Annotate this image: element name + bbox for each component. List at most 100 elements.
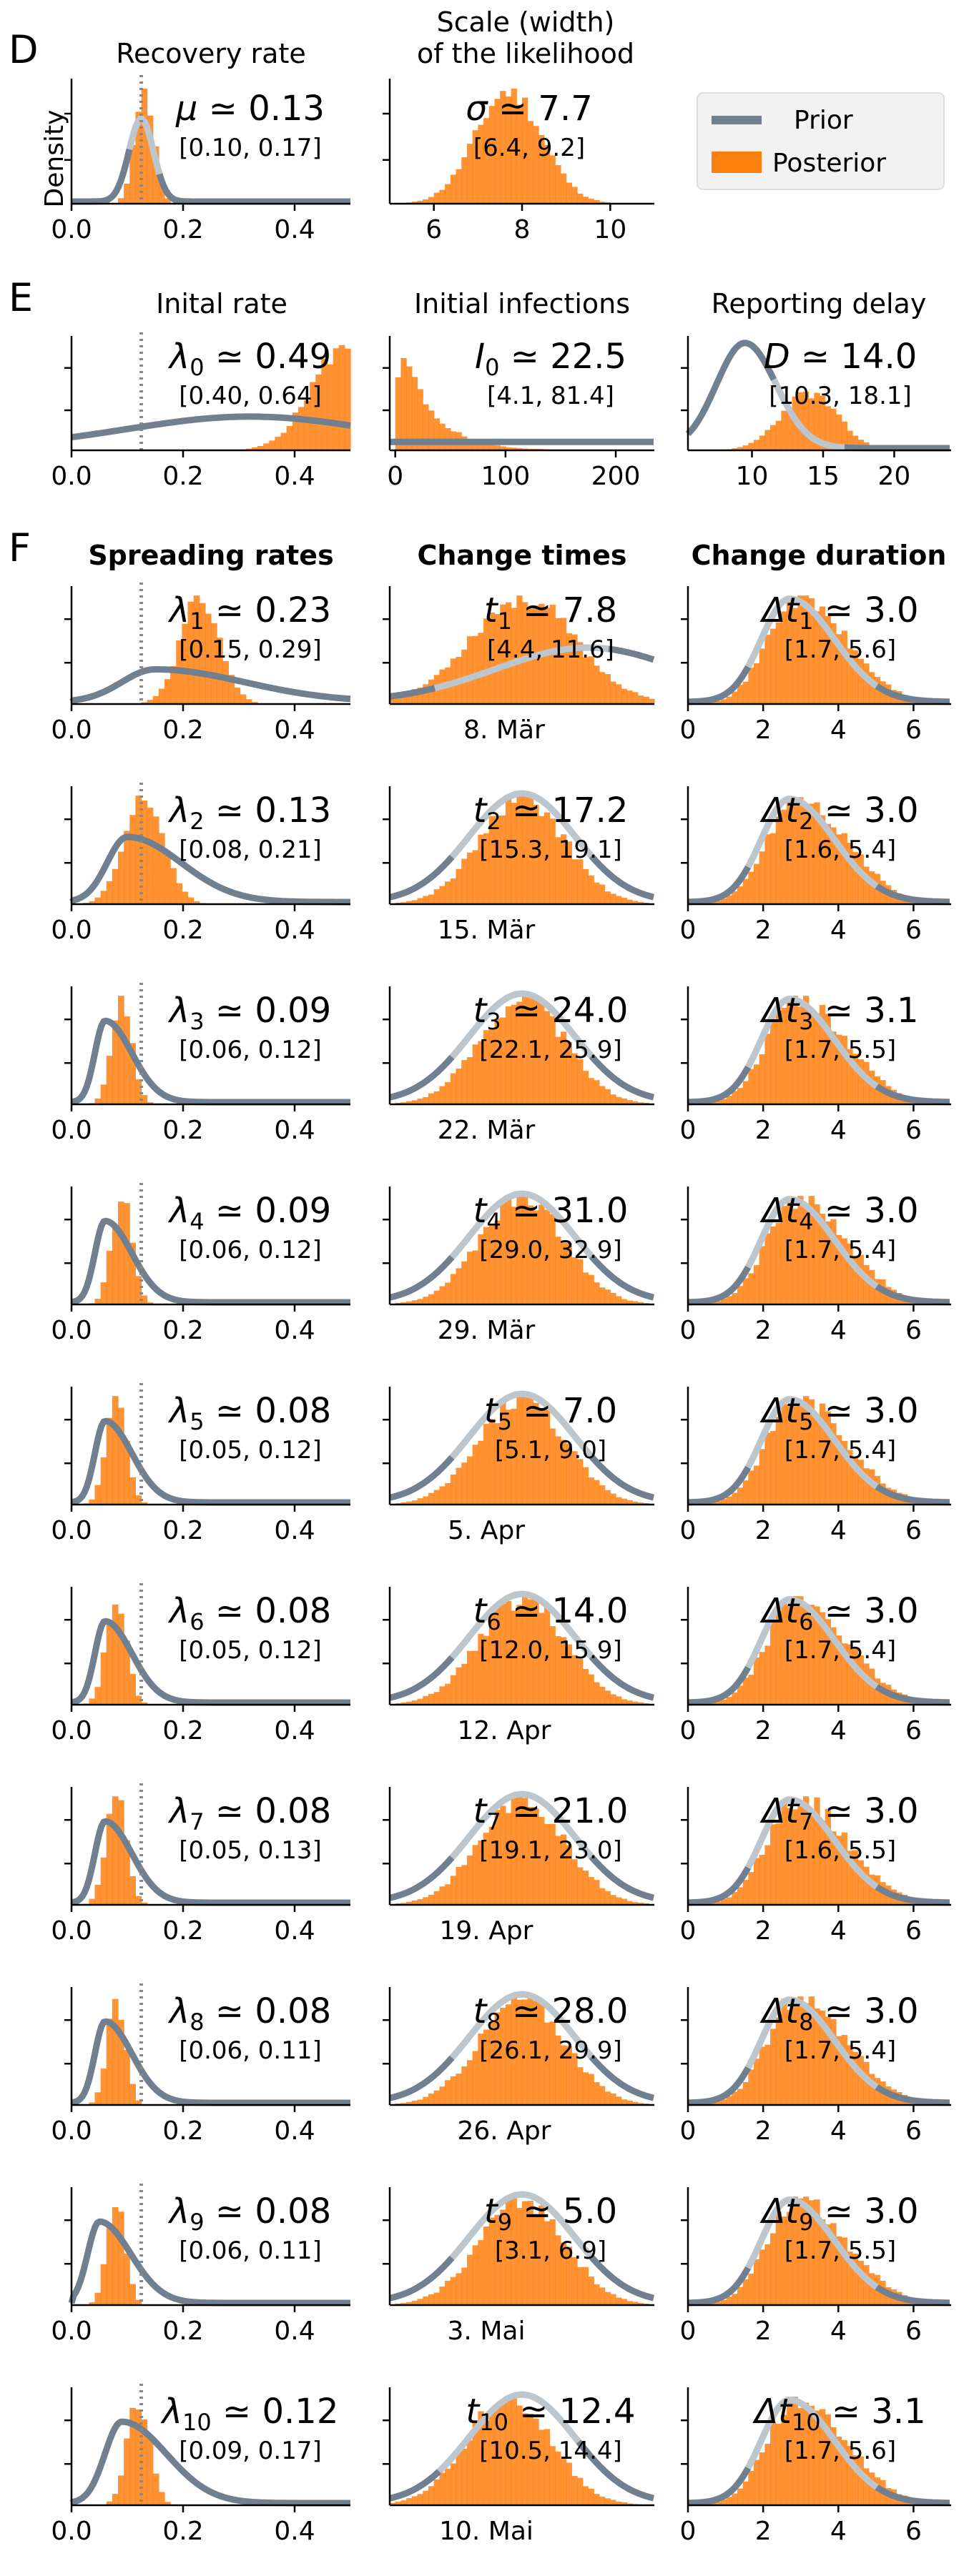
posterior-bar	[538, 2205, 545, 2305]
posterior-bar	[759, 1652, 765, 1705]
posterior-bar	[803, 391, 810, 450]
credible-interval: [1.7, 5.6]	[784, 2437, 896, 2465]
prior-curve	[68, 2218, 352, 2307]
posterior-bar	[417, 2299, 423, 2305]
x-tick-label: 2	[755, 1316, 772, 1345]
posterior-bar	[456, 1467, 462, 1505]
panel-recovery-rate: 0.0 0.2 0.4 Recovery rate μ ≃ 0.13 [0.10, 0.1…	[51, 38, 352, 244]
posterior-bar	[516, 1796, 523, 1905]
posterior-bar	[616, 2096, 622, 2105]
posterior-bar	[588, 2277, 594, 2305]
posterior-bar	[770, 1620, 777, 1705]
posterior-bar	[494, 2405, 501, 2505]
posterior-bar	[423, 1496, 429, 1505]
posterior-bar	[423, 2096, 429, 2105]
x-tick-label: 0	[680, 2116, 697, 2146]
posterior-bar	[135, 1695, 142, 1705]
posterior-bar	[543, 2429, 551, 2505]
posterior-bar	[147, 700, 154, 704]
posterior-bar	[770, 2233, 777, 2305]
posterior-bar	[770, 2028, 777, 2105]
posterior-bar	[775, 622, 782, 704]
posterior-bar	[610, 893, 616, 904]
posterior-bar	[588, 1674, 594, 1705]
x-tick-label: 6	[905, 1716, 922, 1745]
posterior-bar	[852, 435, 859, 450]
credible-interval: [0.05, 0.12]	[179, 1436, 322, 1465]
posterior-bar	[428, 1693, 435, 1705]
posterior-bar	[560, 2242, 567, 2305]
legend-prior-label: Prior	[794, 106, 853, 135]
posterior-bar	[726, 1095, 732, 1104]
posterior-bar	[433, 2292, 440, 2305]
x-tick-label: 2	[755, 1516, 772, 1545]
posterior-bar	[555, 1836, 561, 1905]
posterior-bar	[500, 604, 506, 704]
posterior-bar	[781, 1602, 787, 1705]
posterior-bar	[803, 1204, 810, 1304]
x-tick-label: 6	[905, 715, 922, 745]
posterior-bar	[825, 823, 831, 904]
posterior-bar	[478, 2240, 484, 2305]
posterior-bar	[599, 2086, 606, 2105]
posterior-bar	[737, 2287, 744, 2305]
posterior-bar	[797, 1996, 804, 2105]
posterior-bar	[500, 2403, 506, 2505]
posterior-bar	[577, 1658, 584, 1705]
posterior-bar	[852, 1850, 859, 1905]
posterior-bar	[164, 2502, 171, 2505]
posterior-bar	[472, 1044, 478, 1104]
posterior-bar	[626, 1901, 633, 1905]
posterior-bar	[808, 803, 815, 904]
posterior-bar	[715, 1700, 722, 1705]
posterior-bar	[787, 1605, 793, 1705]
posterior-bar	[852, 2253, 859, 2305]
posterior-bar	[456, 868, 462, 904]
posterior-bar	[770, 2422, 777, 2505]
posterior-bar	[599, 1287, 606, 1304]
posterior-bar	[511, 803, 517, 904]
posterior-bar	[488, 1028, 496, 1104]
posterior-bar	[566, 2046, 572, 2105]
posterior-bar	[445, 2468, 451, 2505]
posterior-bar	[494, 2012, 501, 2105]
credible-interval: [1.7, 5.5]	[784, 1036, 896, 1064]
posterior-bar	[825, 1411, 831, 1505]
x-tick-label: 0.0	[51, 715, 92, 745]
credible-interval: [4.4, 11.6]	[487, 635, 614, 664]
posterior-bar	[814, 1797, 820, 1905]
posterior-bar	[100, 1282, 107, 1304]
posterior-bar	[874, 1678, 880, 1705]
posterior-bar	[118, 1800, 124, 1905]
posterior-bar	[830, 1031, 837, 1104]
posterior-bar	[764, 2444, 771, 2505]
posterior-bar	[488, 445, 496, 450]
posterior-bar	[417, 1899, 423, 1905]
change-date-label: 29. Mär	[438, 1316, 536, 1345]
posterior-bar	[754, 663, 760, 704]
posterior-bar	[555, 1436, 561, 1505]
posterior-bar	[742, 2481, 749, 2505]
posterior-bar	[732, 2493, 738, 2505]
posterior-bar	[516, 595, 523, 704]
posterior-bar	[814, 611, 820, 704]
panel-lambda-10: 0.0 0.2 0.4 λ10 ≃ 0.12[0.09, 0.17]	[51, 2384, 352, 2546]
posterior-bar	[500, 1805, 506, 1905]
posterior-bar	[423, 896, 429, 904]
x-tick-label: 0.4	[274, 2517, 315, 2546]
posterior-bar	[748, 2273, 754, 2305]
posterior-bar	[604, 674, 611, 704]
posterior-bar	[129, 1043, 136, 1104]
posterior-bar	[445, 1282, 451, 1304]
posterior-bar	[803, 1604, 810, 1705]
posterior-bar	[820, 815, 826, 904]
x-tick-label: 0.4	[274, 215, 315, 244]
posterior-bar	[732, 1091, 738, 1104]
posterior-bar	[555, 2451, 561, 2505]
posterior-bar	[505, 2196, 512, 2305]
posterior-bar	[715, 2302, 722, 2305]
posterior-bar	[709, 1703, 716, 1705]
posterior-bar	[439, 2086, 446, 2105]
posterior-bar	[841, 421, 847, 450]
posterior-bar	[478, 441, 484, 450]
